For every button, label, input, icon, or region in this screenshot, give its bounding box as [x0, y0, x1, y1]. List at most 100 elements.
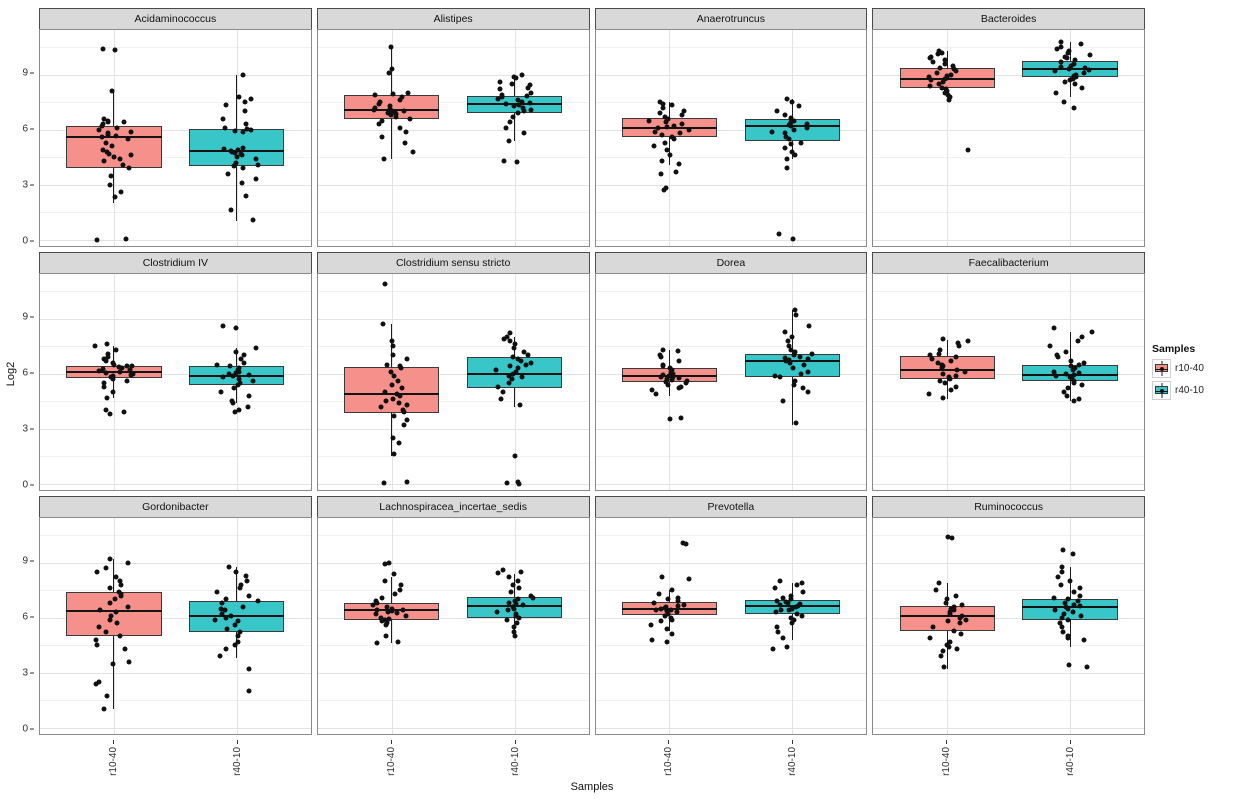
data-point [778, 607, 784, 613]
gridline-minor [317, 47, 589, 49]
data-point [953, 354, 959, 360]
data-point [1061, 99, 1067, 105]
data-point [1079, 382, 1085, 388]
gridline-major [40, 373, 311, 375]
data-point [376, 121, 382, 127]
data-point [231, 385, 237, 391]
data-point [665, 116, 671, 122]
data-point [951, 604, 957, 610]
data-point [681, 108, 687, 114]
data-point [953, 593, 959, 599]
data-point [1068, 63, 1074, 69]
data-point [958, 631, 964, 637]
facet-title: Gordonibacter [142, 501, 209, 513]
data-point [951, 607, 957, 613]
data-point [770, 646, 776, 652]
data-point [383, 622, 389, 628]
data-point [124, 363, 130, 369]
data-point [788, 119, 794, 125]
data-point [660, 101, 666, 107]
gridline-minor [873, 456, 1144, 458]
data-point [519, 374, 525, 380]
data-point [255, 162, 261, 168]
data-point [1071, 380, 1077, 386]
facet-title: Prevotella [707, 501, 755, 513]
data-point [404, 479, 410, 485]
data-point [667, 416, 673, 422]
gridline-minor [595, 102, 867, 104]
data-point [794, 582, 800, 588]
data-point [119, 365, 125, 371]
gridline-minor [873, 346, 1144, 348]
gridline-minor [595, 401, 867, 403]
gridline-major [317, 727, 589, 729]
x-tick-label-wrap: r10-40 [662, 747, 676, 776]
data-point [397, 97, 403, 103]
data-point [402, 140, 408, 146]
data-point [673, 169, 679, 175]
data-point [379, 618, 385, 624]
data-point [235, 639, 241, 645]
gridline-major [317, 428, 589, 430]
facet-panel [39, 29, 312, 247]
data-point [675, 595, 681, 601]
data-point [105, 132, 111, 138]
data-point [226, 564, 232, 569]
data-point [780, 635, 786, 641]
data-point [371, 107, 377, 113]
x-tick-label: r40-10 [231, 747, 243, 776]
data-point [948, 606, 954, 612]
y-tick-mark [30, 128, 34, 130]
data-point [793, 420, 799, 426]
facet-title: Clostridium IV [142, 257, 209, 269]
y-tick-label: 9 [22, 311, 28, 323]
data-point [92, 343, 98, 349]
data-point [933, 587, 939, 593]
data-point [510, 371, 516, 377]
data-point [936, 48, 942, 54]
data-point [244, 578, 250, 584]
data-point [937, 378, 943, 384]
data-point [1067, 77, 1073, 83]
data-point [936, 351, 942, 357]
data-point [791, 118, 797, 124]
data-point [683, 541, 689, 547]
data-point [653, 607, 659, 613]
data-point [231, 163, 237, 169]
data-point [512, 341, 518, 347]
data-point [1071, 105, 1077, 111]
y-axis-spacer [2, 8, 34, 28]
legend-title: Samples [1152, 343, 1196, 355]
facet-panel [594, 29, 868, 247]
data-point [126, 659, 132, 665]
data-point [511, 624, 517, 630]
data-point [507, 119, 513, 125]
data-point [1070, 367, 1076, 373]
y-tick: 9 [22, 556, 34, 567]
data-point [674, 609, 680, 615]
data-point [512, 633, 518, 639]
data-point [1066, 662, 1072, 668]
data-point [658, 374, 664, 379]
data-point [120, 162, 126, 168]
data-point [374, 607, 380, 613]
data-point [782, 130, 788, 136]
data-point [947, 94, 953, 100]
data-point [94, 237, 100, 243]
data-point [686, 127, 692, 133]
data-point [506, 138, 512, 144]
data-point [1071, 398, 1077, 404]
data-point [676, 161, 682, 167]
x-tick-mark [1070, 740, 1072, 744]
data-point [1058, 39, 1064, 45]
data-point [128, 372, 134, 378]
y-tick-label: 0 [22, 235, 28, 246]
facet-strip: Clostridium sensu stricto [316, 252, 590, 274]
data-point [117, 369, 123, 375]
data-point [401, 409, 407, 415]
gridline-vertical [1070, 274, 1072, 490]
facet-title: Lachnospiracea_incertae_sedis [379, 501, 527, 513]
data-point [1076, 362, 1082, 368]
facet-panel [594, 517, 868, 735]
data-point [935, 360, 941, 366]
